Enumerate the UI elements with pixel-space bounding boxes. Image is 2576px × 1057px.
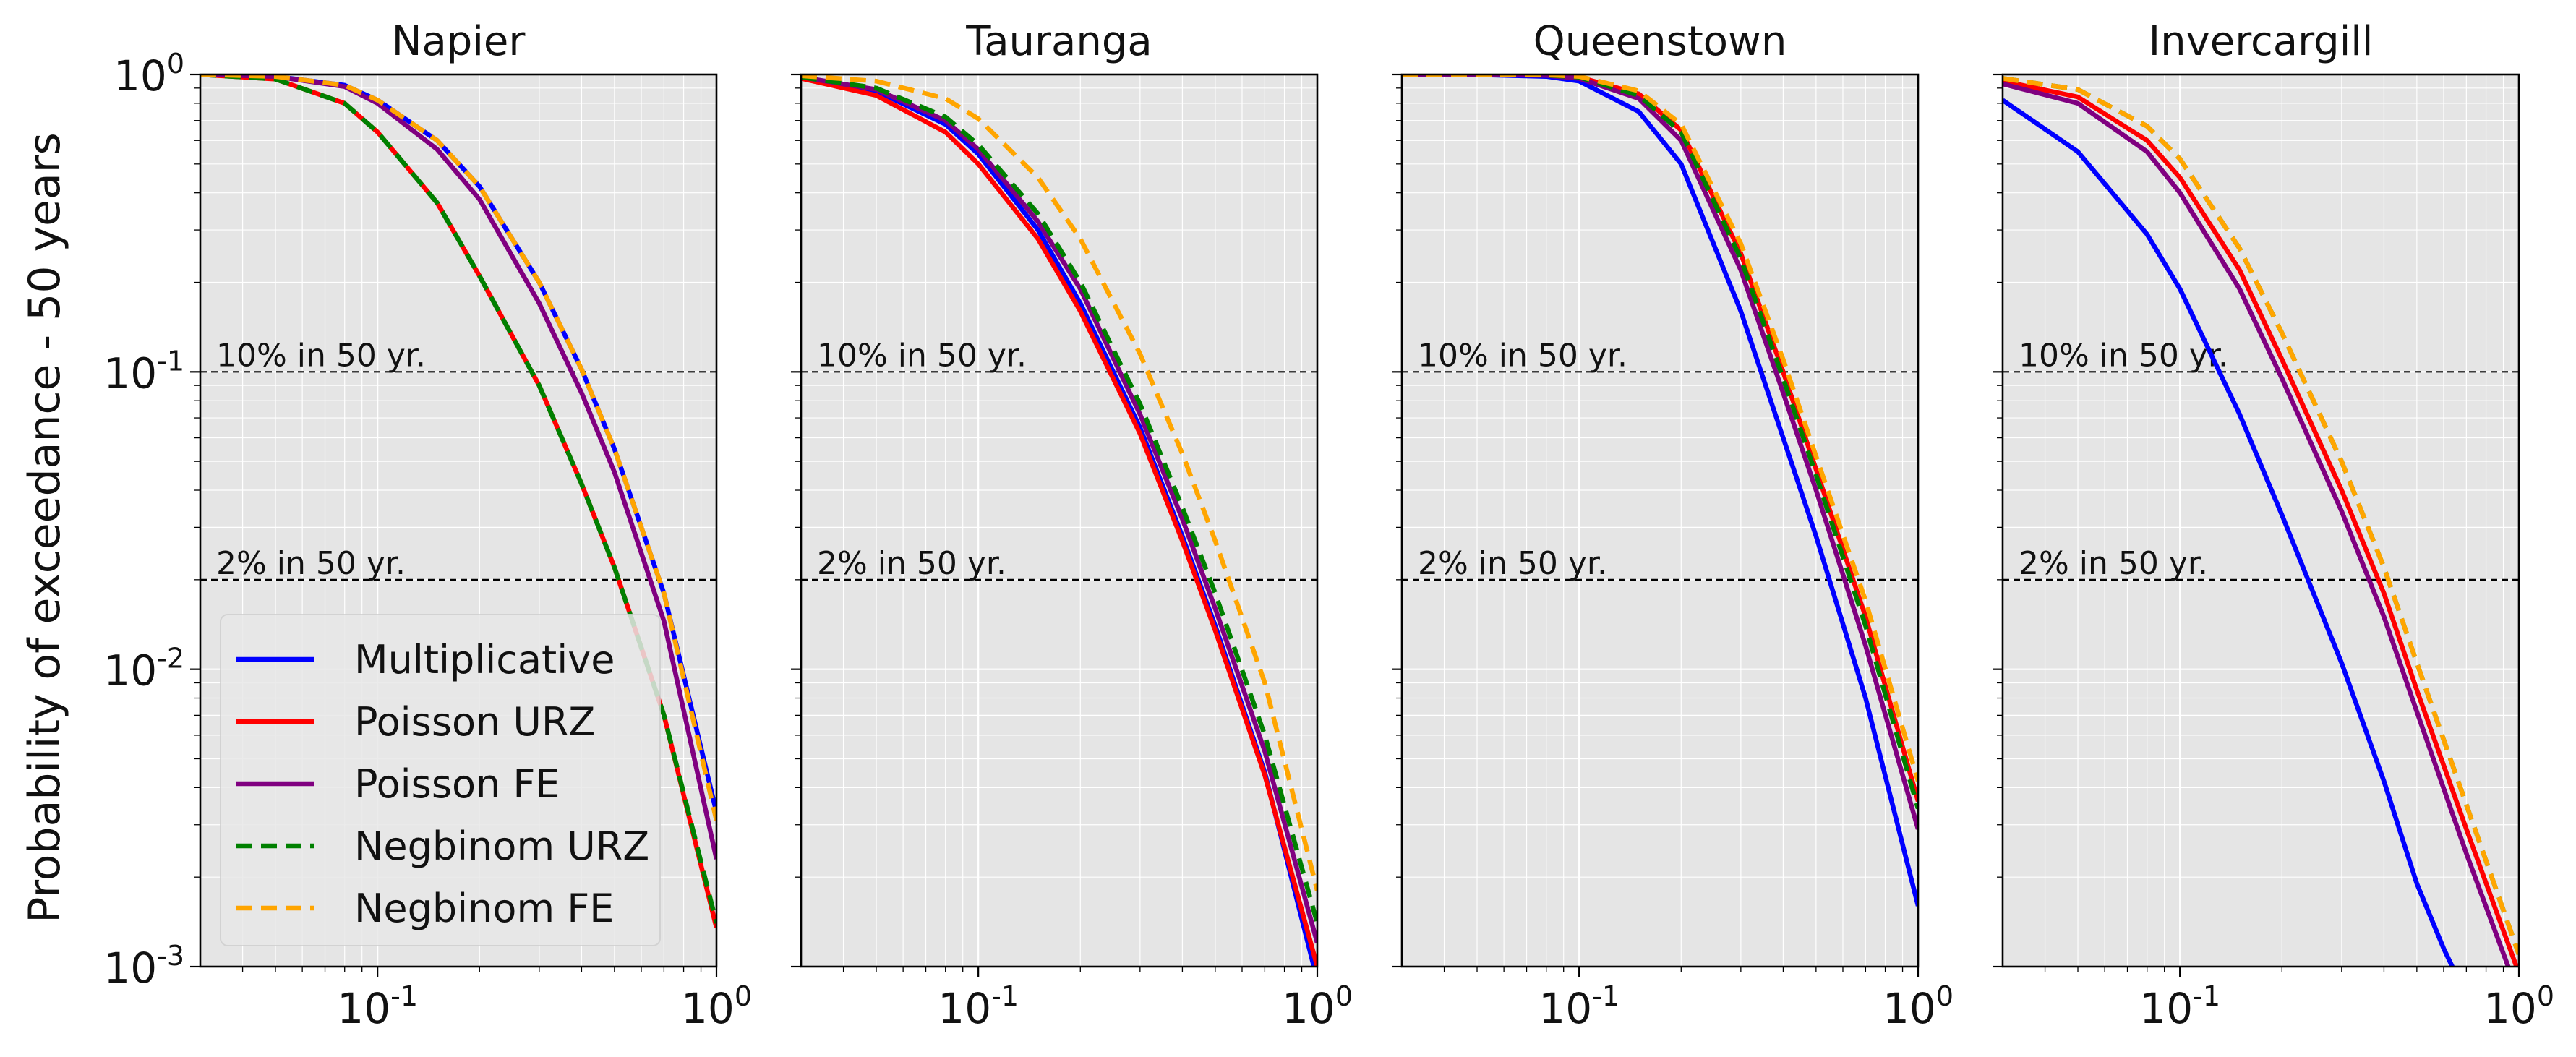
- panel-title: Invercargill: [2149, 18, 2374, 65]
- x-tick-label: 100: [1883, 980, 1954, 1033]
- series-line-multiplicative: [2003, 98, 2455, 967]
- legend-label: Poisson FE: [354, 761, 560, 807]
- y-axis: [1392, 73, 1402, 968]
- y-tick-label: 10-2: [103, 643, 184, 696]
- plot-area: [801, 74, 1317, 967]
- y-axis: 10-3 10-2 10-1 100: [103, 48, 200, 993]
- legend-item: Poisson FE: [236, 761, 560, 807]
- legend-label: Negbinom FE: [354, 886, 614, 931]
- x-tick-label: 100: [1282, 980, 1353, 1033]
- reference-line-label: 2% in 50 yr.: [2019, 545, 2208, 582]
- panel-title: Tauranga: [965, 18, 1152, 65]
- x-tick-label: 10-1: [337, 980, 418, 1033]
- x-tick-label: 10-1: [2139, 980, 2220, 1033]
- x-tick-label: 100: [2483, 980, 2554, 1033]
- series-line-negbinom-fe: [2003, 76, 2519, 956]
- panel-title: Napier: [392, 18, 526, 65]
- legend: Multiplicative Poisson URZ Poisson FE Negbi…: [220, 614, 661, 946]
- series-line-poisson-urz: [801, 76, 1317, 967]
- y-tick-label: 100: [114, 48, 184, 100]
- y-axis: [791, 73, 801, 968]
- x-axis: 10-1 100: [2044, 967, 2554, 1033]
- series-group: [801, 74, 1317, 967]
- x-axis: 10-1 100: [1443, 967, 1954, 1033]
- x-tick-label: 100: [681, 980, 752, 1033]
- grid: [1402, 74, 1918, 967]
- series-line-negbinom-urz: [801, 74, 1317, 924]
- x-axis: 10-1 100: [241, 967, 752, 1033]
- y-tick-label: 10-3: [103, 940, 184, 993]
- y-axis: [1993, 73, 2003, 968]
- series-line-negbinom-fe: [1402, 74, 1918, 782]
- panel-title: Queenstown: [1533, 18, 1787, 65]
- legend-item: Multiplicative: [236, 637, 615, 682]
- grid: [2003, 74, 2519, 967]
- series-line-negbinom-fe: [801, 74, 1317, 891]
- plot-frame: [2001, 73, 2520, 968]
- x-tick-label: 10-1: [938, 980, 1019, 1033]
- reference-line-label: 10% in 50 yr.: [1418, 337, 1627, 374]
- series-line-poisson-fe: [801, 74, 1317, 944]
- legend-item: Poisson URZ: [236, 699, 595, 745]
- series-line-poisson-urz: [2003, 79, 2519, 967]
- series-line-poisson-fe: [200, 74, 716, 860]
- plot-area: [1402, 74, 1918, 967]
- legend-box: [220, 614, 661, 946]
- panel-invercargill: 10% in 50 yr. 2% in 50 yr. 10-1 100 Invercar…: [1993, 18, 2554, 1033]
- panel-queenstown: 10% in 50 yr. 2% in 50 yr. 10-1 100 Queensto…: [1392, 18, 1954, 1033]
- panels: 10% in 50 yr. 2% in 50 yr. 10-1 100 10-3 10-2…: [103, 18, 2554, 1033]
- y-tick-label: 10-1: [103, 345, 184, 398]
- reference-line-label: 10% in 50 yr.: [817, 337, 1027, 374]
- reference-line-label: 10% in 50 yr.: [216, 337, 426, 374]
- legend-item: Negbinom FE: [236, 886, 614, 931]
- x-tick-label: 10-1: [1539, 980, 1619, 1033]
- plot-frame: [800, 73, 1319, 968]
- series-group: [2003, 76, 2519, 967]
- y-axis-label: Probability of exceedance - 50 years: [20, 132, 70, 923]
- legend-item: Negbinom URZ: [236, 823, 649, 869]
- plot-area: [2003, 74, 2519, 967]
- reference-line-label: 2% in 50 yr.: [1418, 545, 1607, 582]
- series-line-negbinom-urz: [1402, 74, 1918, 810]
- plot-frame: [199, 73, 718, 968]
- legend-label: Poisson URZ: [354, 699, 595, 745]
- reference-line-label: 2% in 50 yr.: [817, 545, 1006, 582]
- plot-frame: [1400, 73, 1920, 968]
- legend-label: Multiplicative: [354, 637, 615, 682]
- reference-line-label: 2% in 50 yr.: [216, 545, 406, 582]
- x-axis: 10-1 100: [842, 967, 1353, 1033]
- panel-tauranga: 10% in 50 yr. 2% in 50 yr. 10-1 100 Tauranga: [791, 18, 1353, 1033]
- series-line-poisson-fe: [2003, 81, 2511, 967]
- legend-label: Negbinom URZ: [354, 823, 649, 869]
- reference-line-label: 10% in 50 yr.: [2019, 337, 2228, 374]
